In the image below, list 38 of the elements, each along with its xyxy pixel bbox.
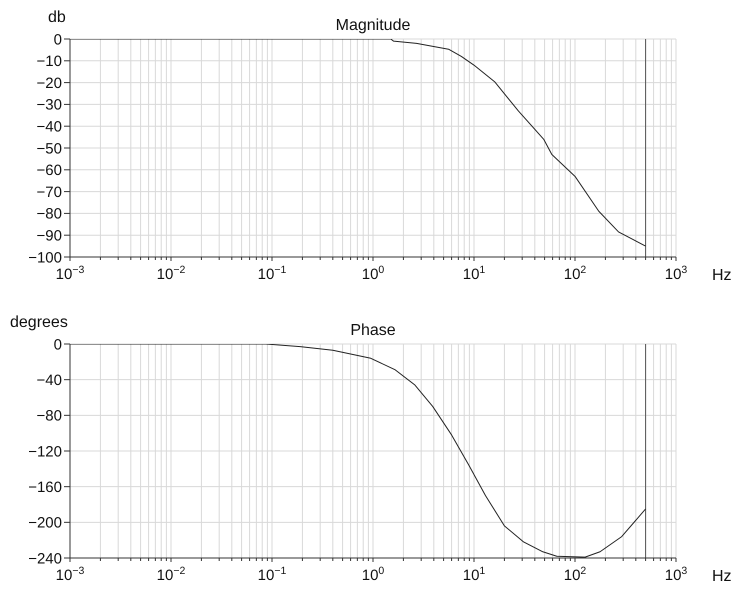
y-axis-title: db bbox=[48, 9, 66, 27]
x-tick-label: 10$^{1}$ bbox=[462, 264, 486, 283]
y-tick-label: −70 bbox=[36, 184, 62, 201]
x-tick-label: 10$^{3}$ bbox=[664, 565, 688, 584]
y-tick-label: −40 bbox=[36, 118, 62, 136]
chart-title: Phase bbox=[349, 322, 397, 340]
y-tick-label: −60 bbox=[36, 162, 62, 180]
y-tick-label: −90 bbox=[36, 228, 62, 245]
chart-title: Magnitude bbox=[334, 17, 412, 35]
x-tick-label: 10$^{−1}$ bbox=[258, 565, 286, 584]
y-tick-label: −50 bbox=[36, 140, 62, 158]
x-axis-title: Hz bbox=[712, 568, 732, 586]
y-tick-label: −10 bbox=[36, 53, 62, 70]
y-tick-label: −120 bbox=[28, 443, 62, 460]
y-tick-label: 0 bbox=[54, 31, 62, 48]
y-tick-label: −100 bbox=[28, 249, 62, 266]
x-axis-title: Hz bbox=[712, 267, 732, 285]
x-tick-label: 10$^{1}$ bbox=[462, 565, 486, 584]
y-tick-label: −160 bbox=[28, 478, 62, 496]
x-tick-label: 10$^{−1}$ bbox=[258, 264, 286, 283]
x-tick-label: 10$^{−2}$ bbox=[156, 264, 186, 283]
y-tick-label: −240 bbox=[28, 550, 62, 568]
y-tick-label: −40 bbox=[36, 372, 62, 389]
x-tick-label: 10$^{3}$ bbox=[664, 264, 688, 283]
x-tick-label: 10$^{−3}$ bbox=[56, 565, 84, 584]
y-tick-label: 0 bbox=[54, 336, 62, 354]
y-axis-title: degrees bbox=[10, 314, 68, 332]
y-tick-label: −80 bbox=[36, 408, 62, 425]
x-tick-label: 10$^{−3}$ bbox=[56, 264, 84, 283]
x-tick-label: 10$^{0}$ bbox=[362, 565, 384, 584]
x-tick-label: 10$^{2}$ bbox=[564, 264, 586, 283]
x-tick-label: 10$^{−2}$ bbox=[156, 565, 186, 584]
y-tick-label: −30 bbox=[36, 96, 62, 114]
y-tick-label: −80 bbox=[36, 206, 62, 223]
y-tick-label: −20 bbox=[36, 74, 62, 92]
x-tick-label: 10$^{2}$ bbox=[564, 565, 586, 584]
y-tick-label: −200 bbox=[28, 514, 62, 532]
x-tick-label: 10$^{0}$ bbox=[362, 264, 384, 283]
